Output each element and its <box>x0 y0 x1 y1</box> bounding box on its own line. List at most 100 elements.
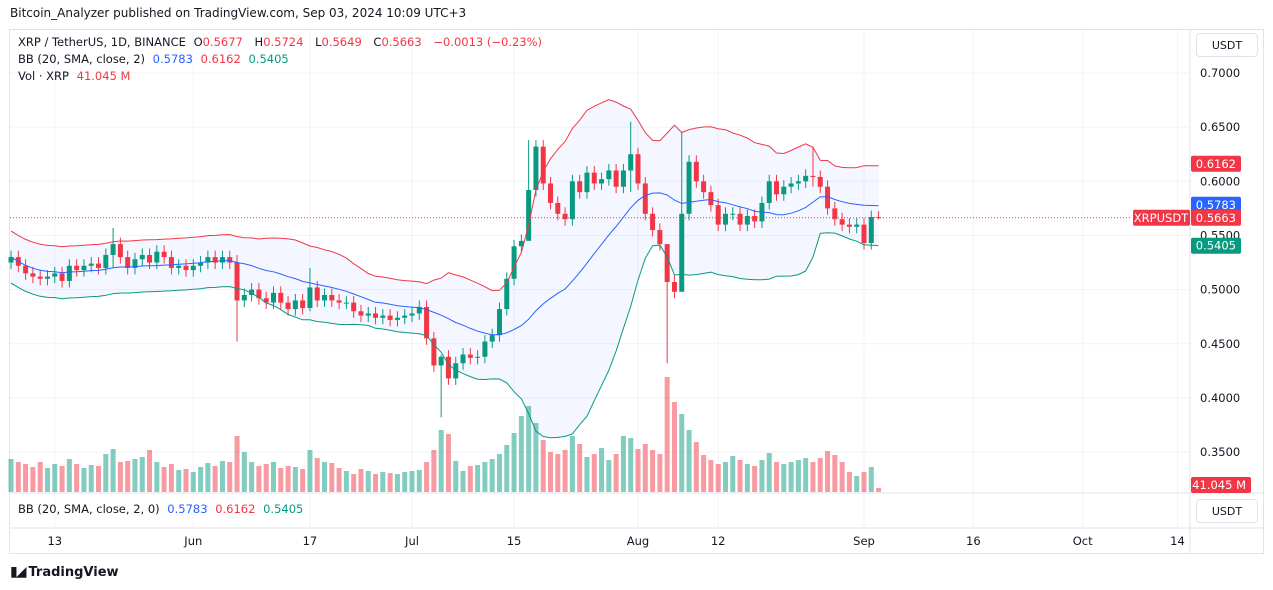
volume-bar <box>44 468 50 492</box>
currency-button[interactable]: USDT <box>1196 33 1258 57</box>
volume-legend[interactable]: Vol · XRP 41.045 M <box>18 69 134 83</box>
vol-label: Vol · XRP <box>18 69 69 83</box>
volume-tag: 41.045 M <box>1192 478 1246 492</box>
candle <box>744 215 750 225</box>
candle <box>205 257 211 263</box>
candle <box>584 172 590 193</box>
candle <box>256 289 262 299</box>
candle <box>730 213 736 215</box>
volume-bar <box>701 455 707 492</box>
bb-lower-tag: 0.5405 <box>1196 239 1236 253</box>
bb2-upper-value: 0.6162 <box>215 502 256 516</box>
volume-bar <box>759 460 765 492</box>
bb-band-fill <box>11 99 879 438</box>
candle <box>613 170 619 187</box>
candle <box>854 224 860 227</box>
volume-bar <box>88 465 94 492</box>
candle <box>52 273 58 277</box>
low-label: L <box>315 35 322 49</box>
bb-legend[interactable]: BB (20, SMA, close, 2) 0.5783 0.6162 0.5… <box>18 52 293 66</box>
volume-bar <box>744 464 750 492</box>
volume-bar <box>205 463 211 492</box>
candle <box>825 186 831 209</box>
vol-value: 41.045 M <box>76 69 131 83</box>
bb-upper-tag: 0.6162 <box>1196 157 1236 171</box>
volume-bar <box>168 464 174 492</box>
candle <box>103 254 109 268</box>
currency-button-pane[interactable]: USDT <box>1196 499 1258 523</box>
volume-bar <box>832 455 838 492</box>
candle <box>664 244 670 283</box>
bb-upper-line <box>10 99 879 292</box>
candle <box>307 287 313 309</box>
x-tick-label: Jun <box>183 534 202 548</box>
volume-bar <box>161 467 167 492</box>
volume-bar <box>358 469 364 492</box>
volume-bar <box>613 454 619 492</box>
x-tick-label: Jul <box>404 534 419 548</box>
high-label: H <box>254 35 264 49</box>
candle <box>766 181 772 203</box>
volume-bar <box>569 436 575 492</box>
volume-bar <box>66 459 72 492</box>
bb-pane-legend[interactable]: BB (20, SMA, close, 2, 0) 0.5783 0.6162 … <box>18 502 307 516</box>
candle <box>876 217 882 219</box>
symbol-legend: XRP / TetherUS, 1D, BINANCE O0.5677 H0.5… <box>18 35 546 49</box>
y-tick-label: 0.6000 <box>1200 174 1240 188</box>
volume-bar <box>482 462 488 492</box>
candle <box>671 282 677 292</box>
volume-bar <box>314 458 320 492</box>
symbol-tag: XRPUSDT <box>1134 211 1189 225</box>
volume-bar <box>795 460 801 492</box>
volume-bar <box>241 452 247 492</box>
candle <box>168 257 174 268</box>
volume-bar <box>839 462 845 492</box>
volume-bar <box>15 462 21 492</box>
bb-mid-tag: 0.5783 <box>1196 198 1236 212</box>
volume-bar <box>329 463 335 492</box>
x-tick-label: 12 <box>711 534 726 548</box>
x-tick-label: 17 <box>303 534 318 548</box>
volume-bar <box>635 449 641 492</box>
y-tick-label: 0.7000 <box>1200 66 1240 80</box>
tradingview-logo[interactable]: ▮◢ TradingView <box>10 564 119 580</box>
volume-bar <box>110 449 116 492</box>
volume-bar <box>817 458 823 492</box>
candle <box>708 192 714 206</box>
volume-bar <box>438 430 444 492</box>
volume-bar <box>387 473 393 492</box>
bb-mid-value: 0.5783 <box>152 52 193 66</box>
candle <box>81 265 87 271</box>
volume-bar <box>584 457 590 492</box>
candle <box>424 306 430 339</box>
bb2-mid-value: 0.5783 <box>167 502 208 516</box>
volume-bar <box>533 423 539 492</box>
open-value: 0.5677 <box>202 35 243 49</box>
volume-bar <box>351 474 357 492</box>
volume-bar <box>117 462 123 492</box>
volume-bar <box>59 466 65 492</box>
volume-bar <box>176 470 182 492</box>
volume-bar <box>81 468 87 492</box>
candle <box>526 189 532 241</box>
volume-bar <box>249 462 255 492</box>
volume-bar <box>256 466 262 492</box>
logo-text: TradingView <box>28 564 119 580</box>
volume-bar <box>139 457 145 492</box>
candle <box>445 356 451 379</box>
volume-bar <box>781 464 787 492</box>
publisher-line: Bitcoin_Analyzer published on TradingVie… <box>10 6 467 20</box>
volume-bar <box>125 461 131 492</box>
candle <box>241 295 247 301</box>
bb-mid-tag-bg <box>1191 196 1241 213</box>
volume-bar <box>394 474 400 492</box>
candle <box>737 213 743 225</box>
candle <box>628 154 634 171</box>
candle <box>650 213 656 231</box>
volume-bar <box>650 450 656 492</box>
candle <box>533 146 539 190</box>
candle <box>183 265 189 271</box>
candle <box>263 298 269 303</box>
volume-bar <box>467 466 473 492</box>
